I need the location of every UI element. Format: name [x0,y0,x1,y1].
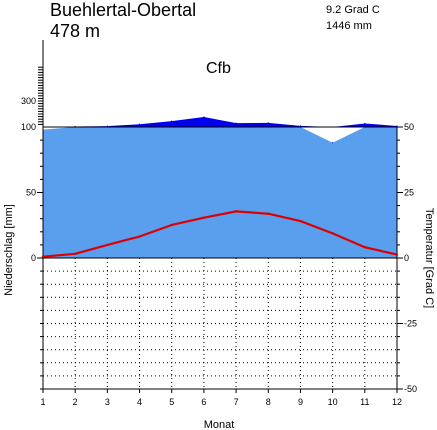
left-tick-label: 0 [31,253,36,263]
right-tick-label: -50 [404,384,417,394]
temperature-point [234,210,238,213]
right-tick-label: 0 [404,253,409,263]
temperature-point [106,243,109,247]
annual-precipitation: 1446 mm [326,20,372,32]
precipitation-point [138,123,141,125]
right-tick-label: -25 [404,319,417,329]
x-tick-label: 10 [328,397,338,407]
x-tick-label: 9 [298,397,303,407]
grid [42,258,398,390]
temperature-point [73,252,77,256]
right-tick-label: 25 [404,188,414,198]
left-tick-label: 100 [21,122,36,132]
precipitation-area [42,116,398,258]
precipitation-point [364,122,366,125]
plot-frame [42,40,398,390]
temperature-point [138,235,141,238]
precipitation-point [235,122,237,124]
x-tick-label: 4 [137,397,142,407]
precipitation-excess-area [43,116,397,127]
right-tick-label: 50 [404,122,414,132]
left-axis-label: Niederschlag [mm] [3,204,15,296]
temperature-point [363,246,367,249]
temperature-point [299,219,302,223]
x-tick-label: 7 [234,397,239,407]
x-tick-label: 5 [169,397,174,407]
temperature-point [170,223,173,227]
temperature-point [202,216,206,219]
precipitation-point [332,142,334,144]
x-axis-label: Monat [204,419,235,430]
x-tick-label: 12 [392,397,402,407]
temperature-series [41,210,399,258]
x-tick-label: 11 [360,397,369,407]
station-elevation: 478 m [50,21,101,41]
temperature-point [41,255,45,258]
left-tick-label: 300 [21,96,36,106]
axis-ticks [37,66,403,393]
climate-class: Cfb [206,60,231,77]
precipitation-point [267,122,269,124]
x-tick-label: 8 [266,397,271,407]
right-axis-label: Temperatur [Grad C] [423,208,435,308]
x-tick-label: 2 [73,397,78,407]
temperature-point [395,253,399,256]
station-name: Buehlertal-Obertal [50,0,197,20]
precipitation-point [299,125,302,127]
x-tick-label: 3 [105,397,110,407]
left-tick-label: 50 [26,188,36,198]
temperature-point [331,232,334,235]
precipitation-point [203,116,205,118]
x-tick-label: 1 [40,397,45,407]
precipitation-point [396,125,398,127]
mean-temperature: 9.2 Grad C [326,4,380,16]
precipitation-point [171,120,173,122]
x-tick-label: 6 [201,397,206,407]
precipitation-point [106,125,108,127]
temperature-point [267,212,270,215]
temperature-line [42,210,398,258]
